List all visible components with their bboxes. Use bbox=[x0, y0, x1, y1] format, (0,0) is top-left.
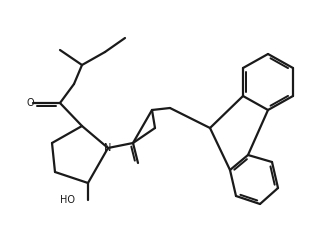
Text: N: N bbox=[104, 143, 112, 153]
Text: O: O bbox=[26, 98, 34, 108]
Text: HO: HO bbox=[60, 195, 75, 205]
